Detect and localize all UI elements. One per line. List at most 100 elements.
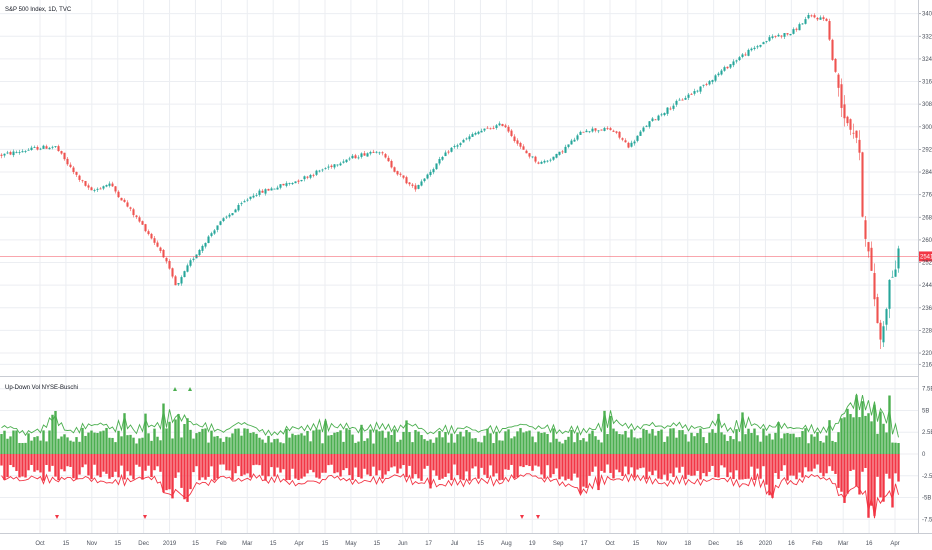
candle-body	[714, 75, 717, 81]
volume-down-bar	[780, 454, 783, 471]
volume-up-bar	[213, 436, 216, 454]
candle-body	[831, 39, 834, 60]
volume-down-bar	[471, 454, 474, 469]
volume-up-bar	[858, 417, 861, 454]
volume-up-bar	[513, 436, 516, 454]
volume-up-bar	[306, 430, 309, 454]
candle-body	[801, 23, 804, 25]
candle-body	[507, 126, 510, 132]
candle-body	[63, 152, 66, 160]
candle-body	[534, 156, 537, 162]
volume-down-bar	[462, 454, 465, 481]
candle-body	[873, 273, 876, 300]
candle-body	[87, 185, 90, 188]
volume-down-bar	[828, 454, 831, 467]
volume-up-bar	[816, 432, 819, 454]
volume-down-bar	[576, 454, 579, 478]
volume-down-bar	[543, 454, 546, 479]
candle-body	[3, 153, 6, 156]
candle-body	[426, 174, 429, 179]
volume-down-bar	[15, 454, 18, 471]
volume-down-bar	[852, 454, 855, 470]
candles	[0, 12, 900, 349]
volume-up-bar	[543, 432, 546, 454]
volume-down-bar	[18, 454, 21, 478]
candle-body	[27, 149, 30, 151]
candle-body	[759, 44, 762, 47]
volume-up-bar	[510, 438, 513, 454]
volume-axis[interactable]: 7.5B 5B 2.5B 0 -2.5B -5B -7.5B	[922, 387, 932, 524]
volume-down-bar	[171, 454, 174, 499]
candle-body	[78, 175, 81, 180]
volume-down-bar	[459, 454, 462, 480]
price-tick-label: 3320.0	[922, 34, 932, 40]
candle-body	[375, 151, 378, 153]
volume-up-bar	[549, 442, 552, 454]
price-axis[interactable]: 3400.0 3320.0 3240.0 3160.0 3080.0 3000.0 2920…	[918, 12, 932, 369]
time-axis[interactable]: Oct 15 Nov 15 Dec 2019 15 Feb Mar 15 Apr 15 May 15 Jun…	[35, 541, 899, 547]
volume-down-bar	[144, 454, 147, 471]
candle-body	[72, 167, 75, 173]
volume-up-bar	[156, 436, 159, 454]
candle-body	[225, 216, 228, 218]
volume-down-bar	[24, 454, 27, 478]
volume-down-bar	[153, 454, 156, 471]
volume-up-bar	[207, 442, 210, 454]
volume-up-bar	[477, 441, 480, 454]
volume-down-bar	[678, 454, 681, 473]
volume-indicator-title: Up-Down Vol NYSE-Buschi	[5, 385, 78, 391]
volume-down-bar	[582, 454, 585, 487]
volume-down-bar	[759, 454, 762, 479]
volume-down-bar	[786, 454, 789, 481]
volume-up-bar	[291, 433, 294, 454]
volume-pane[interactable]: Up-Down Vol NYSE-Buschi	[0, 385, 900, 519]
volume-up-bar	[435, 437, 438, 454]
volume-down-bar	[897, 454, 900, 482]
volume-down-bar	[822, 454, 825, 477]
volume-down-bar	[795, 454, 798, 480]
volume-down-bar	[519, 454, 522, 467]
volume-down-bar	[633, 454, 636, 478]
price-pane[interactable]: S&P 500 Index, 1D, TVC	[0, 7, 900, 349]
volume-down-bar	[825, 454, 828, 474]
candle-body	[129, 207, 132, 209]
volume-down-bars	[0, 454, 900, 518]
volume-up-bar	[456, 434, 459, 454]
candle-body	[843, 104, 846, 119]
candle-body	[840, 84, 843, 108]
candle-body	[435, 163, 438, 170]
volume-up-bar	[216, 436, 219, 454]
volume-up-bar	[882, 423, 885, 454]
volume-down-bar	[45, 454, 48, 465]
volume-up-bar	[861, 401, 864, 454]
candle-body	[549, 159, 552, 161]
volume-down-bar	[150, 454, 153, 478]
candle-body	[492, 127, 495, 129]
volume-up-bar	[195, 433, 198, 454]
volume-down-bar	[93, 454, 96, 465]
volume-down-bar	[363, 454, 366, 469]
candle-body	[495, 125, 498, 128]
volume-up-bar	[846, 408, 849, 454]
candle-body	[690, 93, 693, 95]
volume-up-bar	[720, 432, 723, 454]
volume-down-bar	[81, 454, 84, 468]
volume-down-bar	[477, 454, 480, 479]
candle-body	[348, 158, 351, 160]
volume-up-bar	[483, 435, 486, 454]
volume-down-bar	[0, 454, 3, 466]
volume-up-bar	[192, 438, 195, 454]
volume-down-bar	[387, 454, 390, 472]
candle-body	[288, 183, 291, 184]
candle-body	[561, 151, 564, 153]
volume-down-bar	[399, 454, 402, 469]
candle-body	[45, 146, 48, 149]
volume-up-bar	[39, 440, 42, 454]
candle-body	[312, 174, 315, 176]
volume-up-bar	[282, 443, 285, 454]
price-tick-label: 2440.0	[922, 283, 932, 289]
volume-down-bar	[225, 454, 228, 471]
volume-down-bar	[255, 454, 258, 465]
volume-up-bar	[678, 430, 681, 454]
volume-down-bar	[615, 454, 618, 470]
